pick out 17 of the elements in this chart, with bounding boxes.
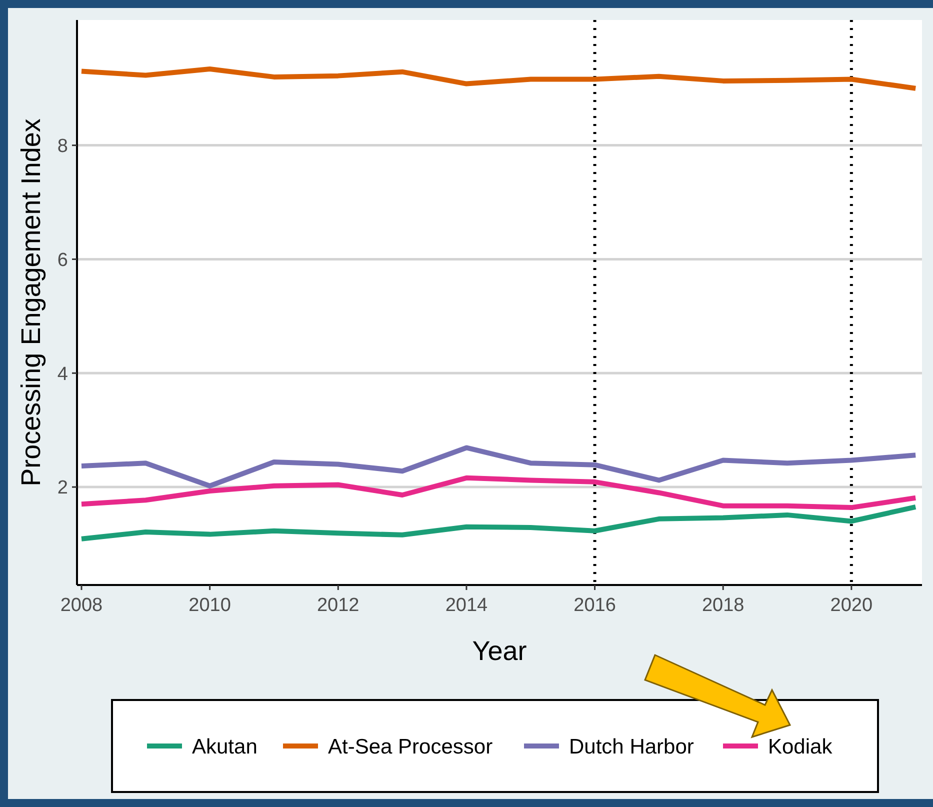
legend-label: Akutan bbox=[192, 735, 258, 758]
legend-label: Dutch Harbor bbox=[569, 735, 694, 758]
y-tick-label: 4 bbox=[57, 364, 68, 385]
x-tick-label: 2010 bbox=[188, 595, 231, 616]
x-tick-label: 2012 bbox=[316, 595, 360, 616]
x-axis-title: Year bbox=[472, 636, 527, 666]
x-tick-label: 2018 bbox=[702, 595, 744, 616]
x-tick-label: 2008 bbox=[60, 595, 103, 616]
x-tick-label: 2016 bbox=[574, 595, 616, 616]
y-tick-label: 6 bbox=[57, 250, 68, 271]
y-axis-title: Processing Engagement Index bbox=[16, 118, 46, 486]
y-tick-label: 8 bbox=[57, 136, 68, 157]
legend-label: At-Sea Processor bbox=[328, 735, 493, 758]
x-tick-label: 2014 bbox=[445, 595, 488, 616]
x-tick-label: 2020 bbox=[830, 595, 873, 616]
y-tick-label: 2 bbox=[57, 478, 68, 499]
legend-label: Kodiak bbox=[768, 735, 833, 758]
